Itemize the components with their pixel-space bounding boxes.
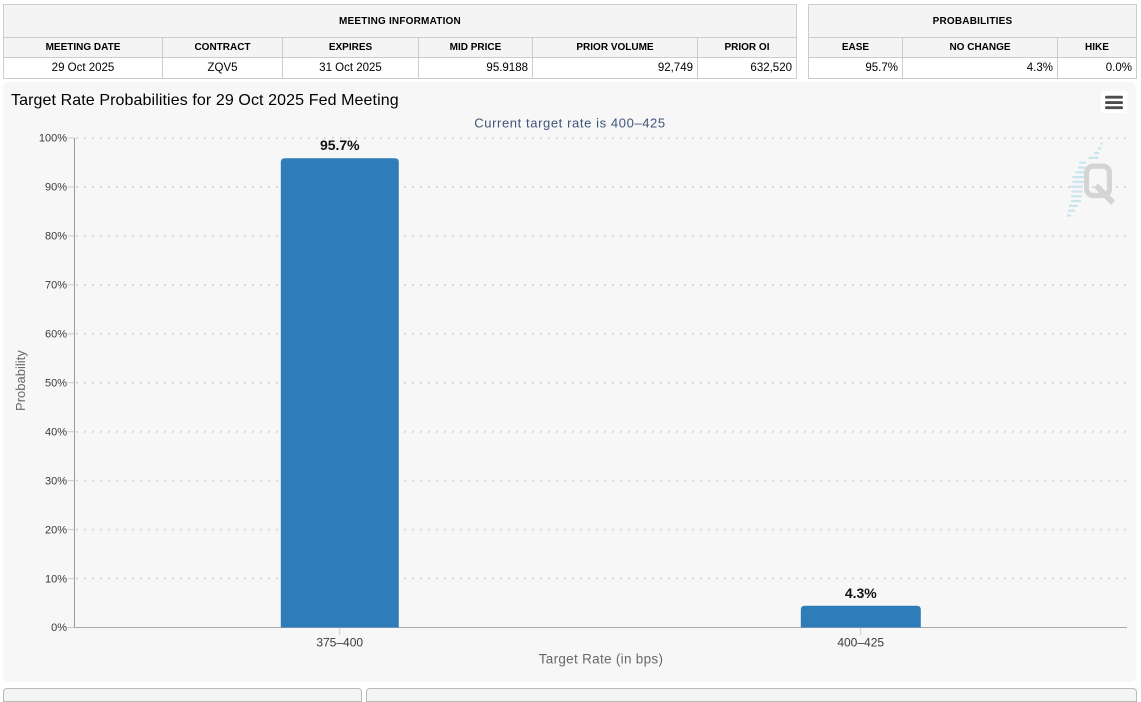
svg-text:Target Rate (in bps): Target Rate (in bps) (539, 652, 664, 667)
svg-text:95.7%: 95.7% (320, 137, 360, 153)
svg-text:Current target rate is 400–425: Current target rate is 400–425 (474, 116, 665, 131)
svg-text:90%: 90% (45, 182, 67, 194)
svg-text:Target Rate Probabilities for: Target Rate Probabilities for 29 Oct 202… (11, 92, 399, 109)
svg-text:20%: 20% (45, 524, 67, 536)
svg-text:50%: 50% (45, 377, 67, 389)
svg-text:400–425: 400–425 (837, 636, 884, 650)
svg-text:375–400: 375–400 (316, 636, 363, 650)
svg-text:4.3%: 4.3% (845, 585, 877, 601)
svg-text:60%: 60% (45, 329, 67, 341)
svg-text:10%: 10% (45, 573, 67, 585)
svg-text:80%: 80% (45, 231, 67, 243)
svg-text:70%: 70% (45, 280, 67, 292)
svg-text:100%: 100% (39, 133, 67, 145)
svg-text:30%: 30% (45, 475, 67, 487)
svg-text:Probability: Probability (13, 350, 28, 411)
svg-text:40%: 40% (45, 426, 67, 438)
svg-text:0%: 0% (51, 622, 67, 634)
